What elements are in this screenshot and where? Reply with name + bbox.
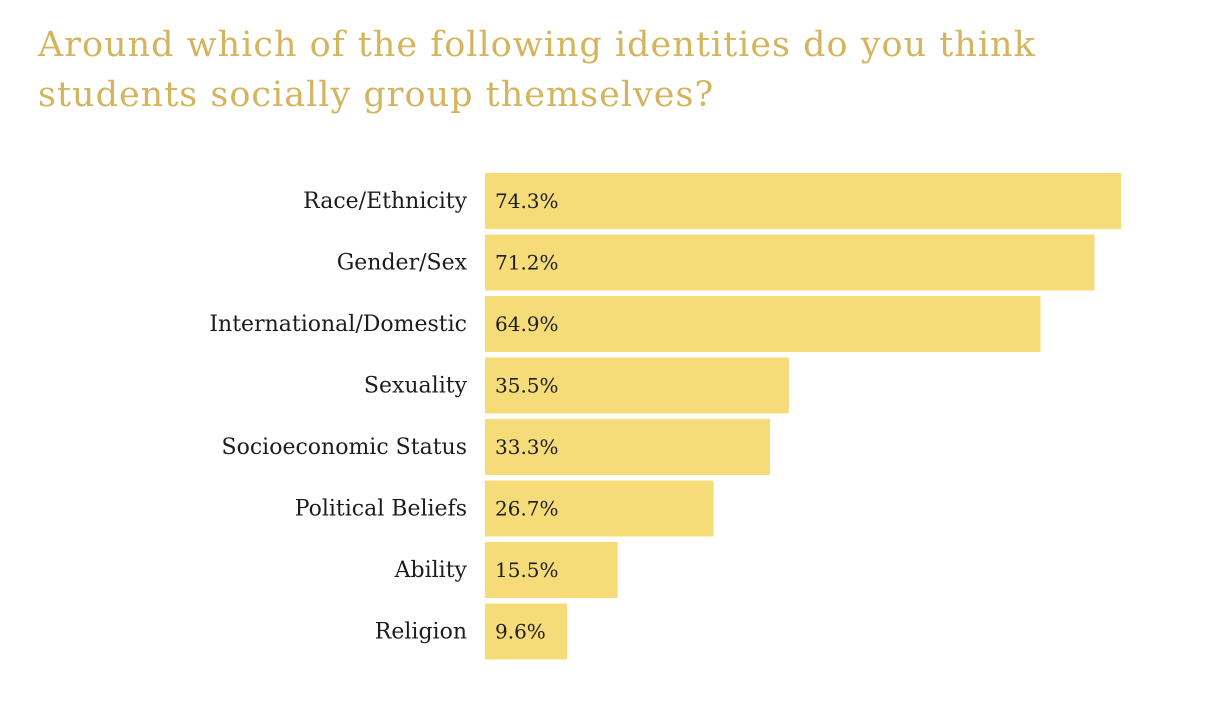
- value-label: 64.9%: [495, 312, 559, 336]
- category-label: International/Domestic: [209, 312, 467, 337]
- category-label: Political Beliefs: [295, 497, 467, 522]
- bar-4: [485, 419, 771, 475]
- value-label: 74.3%: [495, 189, 559, 213]
- category-label: Sexuality: [364, 374, 468, 399]
- category-label: Race/Ethnicity: [303, 189, 467, 214]
- bar-7: [485, 603, 568, 660]
- category-label: Socioeconomic Status: [222, 435, 467, 460]
- value-label: 26.7%: [495, 497, 559, 521]
- bar-6: [485, 542, 618, 598]
- value-label: 71.2%: [495, 251, 559, 275]
- bar-1: [485, 234, 1095, 291]
- category-label: Gender/Sex: [337, 251, 468, 276]
- value-label: 35.5%: [495, 374, 559, 398]
- value-label: 9.6%: [495, 620, 546, 644]
- value-label: 15.5%: [495, 558, 559, 582]
- chart-title: Around which of the following identities…: [38, 25, 1036, 115]
- bar-5: [485, 480, 714, 537]
- category-label: Religion: [375, 620, 467, 645]
- bar-0: [485, 173, 1121, 229]
- value-label: 33.3%: [495, 435, 559, 459]
- bar-2: [485, 296, 1041, 352]
- category-label: Ability: [394, 558, 468, 583]
- bar-3: [485, 357, 789, 414]
